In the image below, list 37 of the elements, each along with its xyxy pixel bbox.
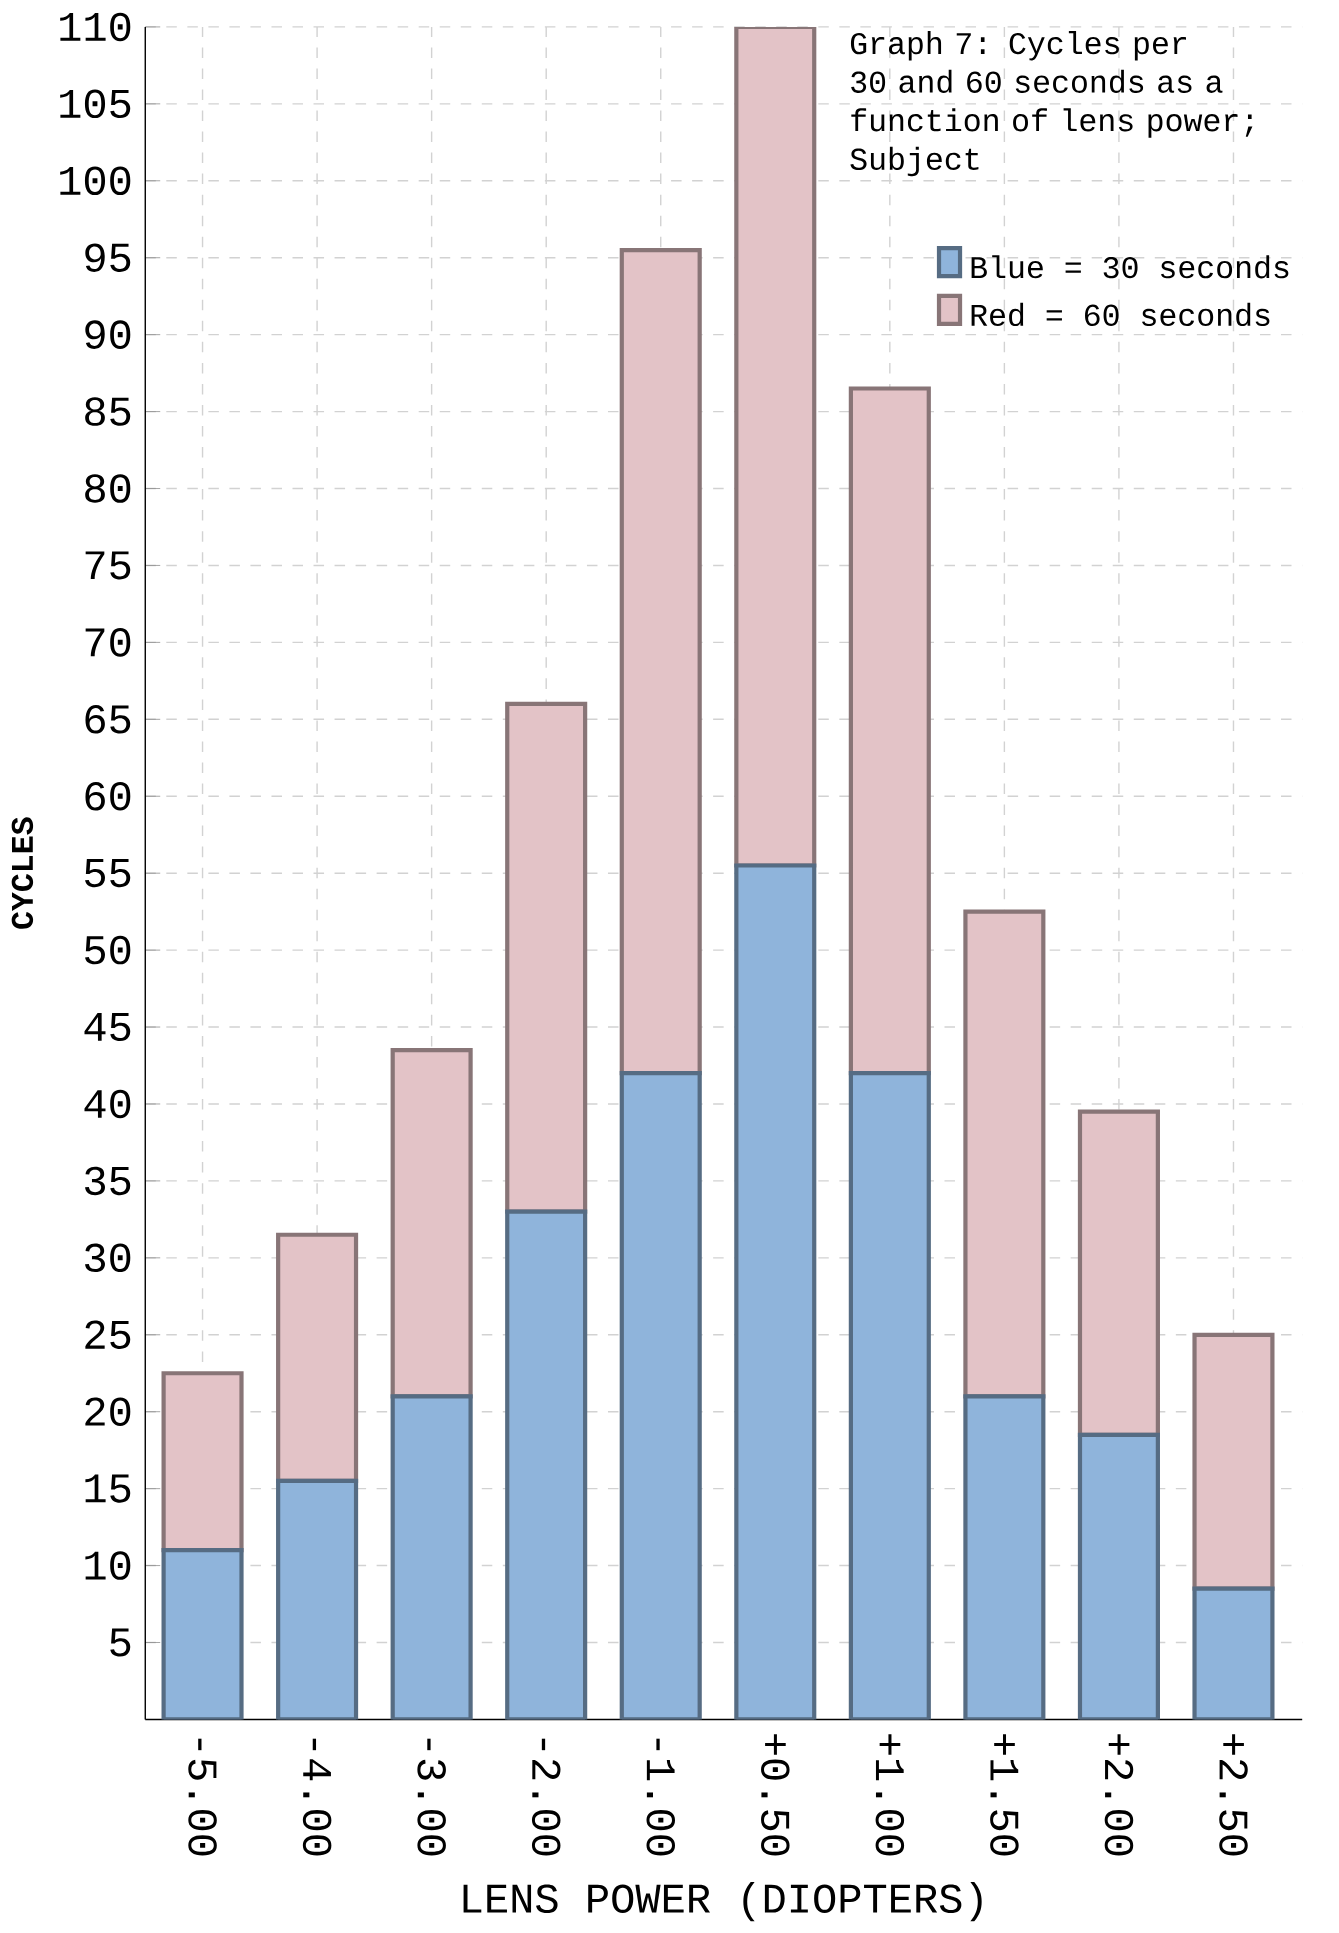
- x-tick-label: +2.50: [1219, 1734, 1248, 1856]
- y-tick-label: 50: [84, 935, 131, 965]
- text: Graph 7: Cycles per 30 and 60 seconds as a function of lens power; Subject: [850, 31, 1253, 177]
- y-tick-label: 80: [85, 474, 131, 503]
- y-tick-label: 45: [84, 1012, 131, 1042]
- x-axis-title: LENS POWER (DIOPTERS): [463, 1882, 982, 1922]
- y-tick-label: 15: [85, 1474, 131, 1503]
- x-tick-label: -4.00: [302, 1738, 332, 1856]
- y-tick-label: 30: [84, 1243, 131, 1273]
- y-tick-label: 85: [85, 397, 131, 426]
- y-tick-label: 110: [60, 12, 131, 42]
- y-tick-label: 10: [85, 1551, 131, 1580]
- x-tick-label: -1.00: [646, 1738, 675, 1856]
- x-tick-label: -2.00: [531, 1738, 561, 1856]
- y-tick-label: 55: [84, 859, 131, 888]
- y-tick-label: 90: [85, 320, 131, 349]
- legend-label: Red = 60 seconds: [971, 302, 1270, 327]
- x-tick-label: +2.00: [1104, 1734, 1134, 1856]
- y-tick-label: 40: [84, 1089, 131, 1119]
- x-tick-label: +0.50: [760, 1734, 790, 1856]
- y-tick-label: 95: [85, 243, 131, 272]
- y-tick-label: 60: [85, 781, 131, 811]
- x-tick-label: +1.00: [875, 1734, 905, 1856]
- legend-label: Blue = 30 seconds: [971, 255, 1289, 279]
- y-tick-label: 70: [85, 628, 131, 657]
- x-tick-label: +1.50: [990, 1734, 1019, 1856]
- y-tick-label: 5: [110, 1628, 131, 1657]
- y-tick-label: 65: [85, 705, 131, 734]
- y-tick-label: 100: [60, 166, 131, 196]
- x-tick-label: -3.00: [417, 1738, 446, 1856]
- y-tick-label: 35: [84, 1166, 131, 1196]
- y-axis-title: CYCLES: [11, 817, 34, 929]
- x-tick-label: -5.00: [188, 1738, 217, 1856]
- y-tick-label: 20: [85, 1397, 131, 1426]
- y-tick-label: 25: [85, 1320, 131, 1350]
- y-tick-label: 75: [85, 551, 131, 580]
- y-tick-label: 105: [60, 89, 131, 119]
